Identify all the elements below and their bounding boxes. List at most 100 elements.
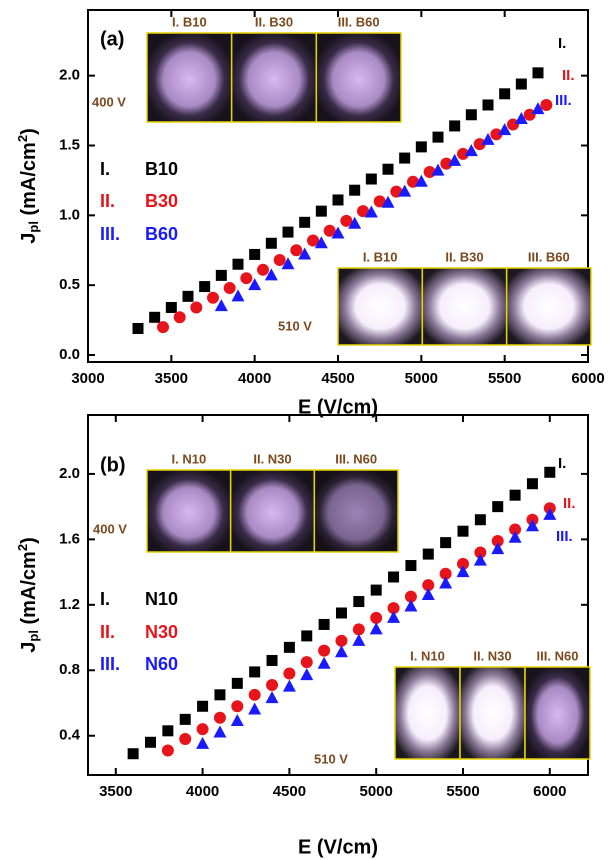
data-point [370,584,382,596]
data-point [240,272,253,285]
legend-label: B10 [145,159,178,179]
data-point [162,725,174,737]
data-point [525,519,539,532]
legend-index: III. [100,654,120,674]
x-tick-label: 4500 [273,783,306,800]
data-point [370,611,383,624]
y-axis-label-part: pl [26,221,41,233]
y-tick-label: 1.2 [59,596,80,613]
x-tick-label: 3500 [155,370,188,387]
data-point [145,736,156,748]
y-tick-label: 2.0 [59,67,80,84]
x-tick-label: 3000 [71,370,104,387]
x-axis-label: E (V/cm) [298,836,378,858]
data-point [457,557,469,570]
data-point [307,234,319,247]
inset-label: II. B30 [445,249,483,264]
data-point [281,257,295,270]
data-point [257,263,269,276]
data-point [421,588,435,600]
data-point [318,644,331,657]
data-point [490,128,503,141]
x-axis-label: E (V/cm) [298,396,378,418]
data-point [157,321,169,334]
data-point [499,88,511,100]
data-point [532,67,544,79]
data-point [388,571,400,583]
x-tick-label: 6000 [533,783,566,800]
inset-label: II. N30 [473,648,511,663]
data-point [231,289,245,302]
data-point [352,633,366,646]
data-point [248,278,262,291]
data-point [298,247,312,260]
panel-label: (a) [100,28,124,50]
data-point [474,546,487,559]
data-point [266,679,279,691]
x-tick-label: 4000 [238,370,271,387]
inset-voltage: 400 V [92,94,126,109]
legend-index: III. [100,224,120,244]
data-point [196,723,209,736]
inset-label: II. N30 [253,451,291,466]
data-point [190,301,203,314]
data-point [473,138,486,151]
data-point [352,623,365,636]
y-tick-label: 0.0 [59,346,80,363]
data-point [543,507,557,520]
inset-label: I. N10 [410,648,445,663]
data-point [353,596,365,608]
data-point [457,525,469,537]
data-point [414,174,428,187]
x-tick-label: 6000 [571,370,604,387]
data-point [231,700,244,713]
inset-photo [229,469,316,553]
inset-label: III. B60 [338,14,380,29]
inset-photo [459,666,526,760]
data-point [340,214,353,227]
data-point [365,173,377,185]
data-point [422,548,434,560]
y-axis-label-part: pl [26,630,41,642]
data-point [248,688,261,701]
data-point [173,311,186,324]
data-point [509,523,522,536]
data-point [182,290,194,302]
legend-label: B60 [145,224,178,244]
data-point [323,224,336,237]
data-point [464,144,478,157]
data-point [207,291,219,304]
data-point [196,736,210,749]
y-tick-label: 2.0 [59,465,80,482]
legend-label: B30 [145,191,178,211]
data-point [197,700,209,712]
inset-photo [146,469,232,553]
x-tick-label: 5000 [360,783,393,800]
data-point [266,654,278,666]
inset-photo [421,267,508,346]
data-point [449,120,461,132]
data-point [431,163,445,176]
data-point [474,514,486,526]
data-point [283,641,295,653]
legend-index: I. [100,589,110,609]
data-point [508,530,522,543]
data-point [265,237,277,249]
data-point [315,205,327,217]
data-point [509,489,521,501]
data-point [465,109,477,121]
data-point [439,576,453,589]
data-point [265,691,279,704]
series-end-label: II. [563,495,576,512]
data-point [481,132,495,145]
inset-photo [394,666,461,760]
y-axis-label-part: 2 [15,135,30,142]
series-end-label: I. [558,455,566,472]
inset-voltage: 400 V [93,521,127,536]
data-point [314,236,328,249]
inset-photo [524,666,591,760]
y-axis-label-part: ) [18,128,40,135]
data-point [491,542,505,555]
inset-voltage: 510 V [314,751,348,766]
data-point [387,610,401,623]
